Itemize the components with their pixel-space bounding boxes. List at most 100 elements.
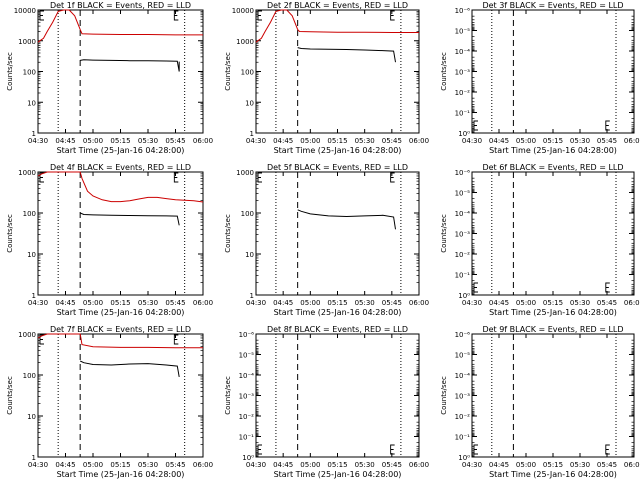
plot-frame	[255, 171, 420, 296]
x-tick-label: 05:30	[570, 137, 590, 145]
y-axis-label: Counts/sec	[6, 52, 14, 91]
y-tick-label: 10⁻⁴	[455, 48, 471, 56]
y-tick-label: 10⁻²	[455, 251, 471, 259]
interval-bracket-marker	[390, 172, 395, 183]
y-tick-label: 10	[27, 413, 36, 421]
x-tick-label: 06:00	[193, 137, 213, 145]
chart-title: Det 9f BLACK = Events, RED = LLD	[482, 325, 623, 334]
interval-bracket-marker	[605, 444, 610, 455]
interval-bracket-marker	[39, 10, 44, 21]
x-axis-label: Start Time (25-Jan-16 04:28:00)	[489, 146, 617, 155]
interval-bracket-marker	[605, 282, 610, 293]
panel-det-6: Det 6f BLACK = Events, RED = LLD Start Ti…	[440, 163, 640, 317]
x-tick-label: 04:30	[28, 299, 48, 307]
x-tick-label: 05:45	[597, 461, 617, 469]
lld-series-line	[255, 9, 419, 43]
interval-bracket-marker	[173, 172, 179, 183]
y-tick-label: 1	[32, 454, 36, 462]
x-tick-label: 05:00	[300, 299, 320, 307]
plot-frame	[37, 333, 204, 458]
x-tick-label: 04:45	[55, 461, 75, 469]
chart-title: Det 8f BLACK = Events, RED = LLD	[267, 325, 408, 334]
events-series-line	[297, 209, 396, 230]
y-tick-label: 1000	[18, 331, 36, 339]
events-series-line	[79, 360, 180, 377]
x-tick-label: 04:45	[273, 137, 293, 145]
x-tick-label: 05:45	[165, 137, 185, 145]
x-tick-label: 04:45	[55, 137, 75, 145]
panel-det-5: Det 5f BLACK = Events, RED = LLD Start Ti…	[224, 163, 429, 317]
x-tick-label: 05:15	[110, 137, 130, 145]
y-tick-label: 1	[250, 130, 254, 138]
interval-bracket-marker	[173, 334, 179, 345]
y-axis-label: Counts/sec	[6, 376, 14, 415]
y-tick-label: 10	[27, 99, 36, 107]
x-tick-label: 05:45	[382, 461, 402, 469]
x-axis-label: Start Time (25-Jan-16 04:28:00)	[274, 146, 402, 155]
y-tick-label: 10000	[14, 7, 36, 15]
y-tick-label: 10⁻³	[455, 69, 471, 77]
y-tick-label: 100	[23, 69, 36, 77]
x-tick-label: 05:00	[83, 137, 103, 145]
interval-bracket-marker	[390, 10, 395, 21]
x-tick-label: 05:30	[570, 461, 590, 469]
y-tick-label: 10⁻⁶	[239, 331, 255, 339]
x-tick-label: 04:45	[273, 461, 293, 469]
x-axis-label: Start Time (25-Jan-16 04:28:00)	[489, 470, 617, 479]
y-tick-label: 10⁰	[458, 130, 470, 138]
y-tick-label: 100	[241, 210, 254, 218]
y-tick-label: 100	[23, 210, 36, 218]
y-tick-label: 1000	[18, 38, 36, 46]
interval-bracket-marker	[39, 172, 44, 183]
y-tick-label: 1	[250, 292, 254, 300]
y-axis-label: Counts/sec	[224, 376, 232, 415]
x-tick-label: 05:45	[382, 137, 402, 145]
y-axis-label: Counts/sec	[224, 52, 232, 91]
y-tick-label: 10⁻⁵	[455, 28, 471, 36]
interval-bracket-marker	[473, 282, 478, 293]
interval-bracket-marker	[257, 172, 262, 183]
panel-det-7: Det 7f BLACK = Events, RED = LLD Start Ti…	[6, 325, 213, 479]
x-tick-label: 05:45	[597, 137, 617, 145]
y-tick-label: 10	[27, 251, 36, 259]
x-tick-label: 05:15	[327, 137, 347, 145]
lld-series-line	[37, 171, 204, 203]
plot-frame	[37, 9, 204, 134]
x-tick-label: 06:00	[193, 299, 213, 307]
x-tick-label: 05:00	[516, 461, 536, 469]
interval-bracket-marker	[473, 120, 478, 131]
chart-title: Det 3f BLACK = Events, RED = LLD	[482, 1, 623, 10]
x-tick-label: 04:30	[28, 137, 48, 145]
x-tick-label: 04:30	[462, 137, 482, 145]
x-tick-label: 05:15	[543, 137, 563, 145]
x-tick-label: 05:30	[355, 461, 375, 469]
x-tick-label: 04:45	[273, 299, 293, 307]
chart-title: Det 2f BLACK = Events, RED = LLD	[267, 1, 408, 10]
x-tick-label: 04:45	[55, 299, 75, 307]
x-tick-label: 04:30	[462, 299, 482, 307]
events-series-line	[297, 47, 396, 63]
x-tick-label: 05:15	[327, 461, 347, 469]
y-tick-label: 10	[245, 99, 254, 107]
y-tick-label: 10⁻¹	[455, 272, 471, 280]
x-tick-label: 05:45	[165, 461, 185, 469]
plot-frame	[471, 171, 635, 296]
y-tick-label: 1000	[236, 169, 254, 177]
plot-frame	[255, 333, 420, 458]
x-tick-label: 06:00	[409, 137, 429, 145]
chart-title: Det 5f BLACK = Events, RED = LLD	[267, 163, 408, 172]
x-tick-label: 05:00	[83, 299, 103, 307]
y-tick-label: 1000	[236, 38, 254, 46]
interval-bracket-marker	[473, 444, 478, 455]
panel-det-2: Det 2f BLACK = Events, RED = LLD Start Ti…	[224, 1, 429, 155]
y-tick-label: 100	[23, 372, 36, 380]
y-tick-label: 10⁻⁴	[455, 372, 471, 380]
x-tick-label: 05:30	[138, 299, 158, 307]
x-tick-label: 05:00	[516, 137, 536, 145]
x-tick-label: 05:00	[83, 461, 103, 469]
y-axis-label: Counts/sec	[440, 52, 448, 91]
panel-det-9: Det 9f BLACK = Events, RED = LLD Start Ti…	[440, 325, 640, 479]
lld-series-line	[37, 333, 203, 349]
x-tick-label: 06:00	[193, 461, 213, 469]
y-tick-label: 10⁻⁴	[455, 210, 471, 218]
